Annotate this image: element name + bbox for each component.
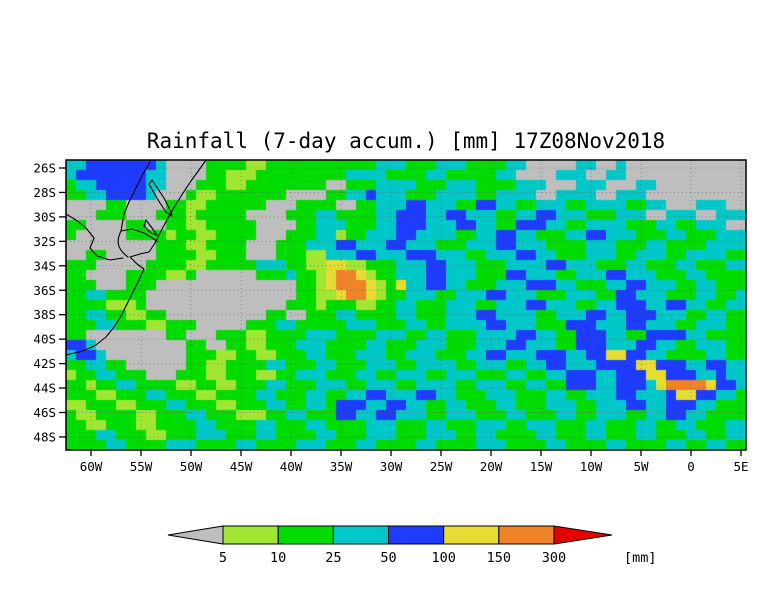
- uruguay-river-border: [117, 230, 129, 258]
- colorbar-tick-label: 300: [542, 550, 566, 566]
- map-frame-border: [65, 159, 747, 451]
- x-tick-label: 40W: [280, 459, 303, 474]
- colorbar-segment: [332, 525, 390, 545]
- x-tick-label: 30W: [380, 459, 403, 474]
- y-tick-label: 26S: [33, 161, 56, 176]
- parana-river: [65, 213, 124, 261]
- y-tick-label: 28S: [33, 185, 56, 200]
- y-tick-label: 40S: [33, 332, 56, 347]
- colorbar-tick-label: 25: [325, 550, 341, 566]
- colorbar-segment: [222, 525, 279, 545]
- x-tick-label: 0: [687, 459, 695, 474]
- x-tick-label: 45W: [230, 459, 253, 474]
- colorbar-tick-label: 100: [431, 550, 455, 566]
- colorbar-arrow-left: [167, 525, 224, 545]
- y-tick-label: 42S: [33, 356, 56, 371]
- x-tick-label: 55W: [130, 459, 153, 474]
- y-tick-label: 34S: [33, 258, 56, 273]
- coastline-group: [65, 159, 207, 356]
- colorbar-tick-label: 50: [380, 550, 396, 566]
- y-tick-label: 46S: [33, 405, 56, 420]
- brazil-uruguay-border: [120, 228, 158, 242]
- colorbar-segment: [498, 525, 555, 545]
- y-tick-label: 48S: [33, 429, 56, 444]
- generated-axes-and-colorbar: 60W 55W 50W 45W 40W 35W 30W 25W 20W 15W 10W 5W 0 5E 26…: [33, 159, 749, 566]
- colorbar-tick-label: 5: [219, 550, 227, 566]
- x-tick-label: 50W: [180, 459, 203, 474]
- colorbar-segment: [388, 525, 445, 545]
- x-tick-label: 10W: [580, 459, 603, 474]
- lagoon-patos-outline: [148, 179, 173, 217]
- y-tick-label: 30S: [33, 209, 56, 224]
- y-tick-label: 38S: [33, 307, 56, 322]
- y-tick-label: 44S: [33, 381, 56, 396]
- colorbar-segment: [443, 525, 500, 545]
- x-tick-label: 35W: [330, 459, 353, 474]
- colorbar-arrow-right: [553, 525, 613, 545]
- rainfall-raster: [66, 160, 746, 450]
- colorbar-unit-label: [mm]: [624, 550, 657, 566]
- x-tick-label: 25W: [430, 459, 453, 474]
- x-tick-label: 5W: [633, 459, 649, 474]
- colorbar-segment: [277, 525, 334, 545]
- x-tick-label: 60W: [80, 459, 103, 474]
- argentina-brazil-border: [120, 161, 151, 232]
- x-tick-label: 5E: [733, 459, 748, 474]
- colorbar-tick-label: 150: [487, 550, 511, 566]
- x-tick-label: 20W: [480, 459, 503, 474]
- lagoon-mirim-outline: [143, 219, 158, 236]
- south-america-coastline: [65, 159, 207, 356]
- colorbar-tick-label: 10: [270, 550, 286, 566]
- y-tick-label: 32S: [33, 234, 56, 249]
- x-tick-label: 15W: [530, 459, 553, 474]
- y-tick-label: 36S: [33, 283, 56, 298]
- chart-title: Rainfall (7-day accum.) [mm] 17Z08Nov201…: [146, 129, 666, 153]
